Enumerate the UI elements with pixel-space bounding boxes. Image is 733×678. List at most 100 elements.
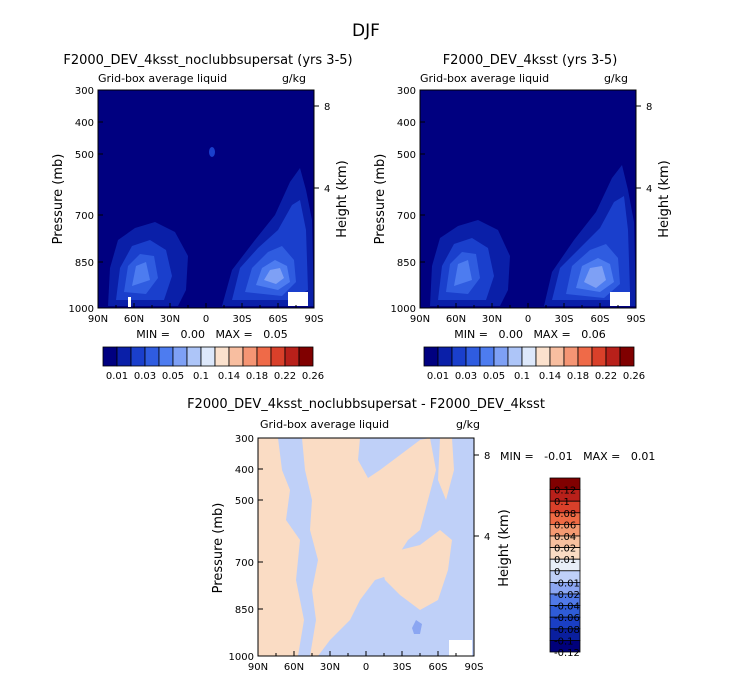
y-tick-label: 400 bbox=[75, 118, 94, 129]
panel-3-y2label: Height (km) bbox=[497, 509, 512, 586]
panel-1-x-ticks: 90N 60N 30N 0 30S 60S 90S bbox=[88, 303, 324, 325]
colorbar-swatch bbox=[186, 346, 202, 367]
colorbar-swatch bbox=[144, 346, 160, 367]
x-tick-label: 60N bbox=[284, 662, 304, 673]
y-tick-label: 400 bbox=[397, 118, 416, 129]
y-tick-label: 850 bbox=[235, 605, 254, 616]
colorbar-label: -0.12 bbox=[554, 648, 580, 659]
colorbar-label: 0.01 bbox=[427, 371, 449, 382]
x-tick-label: 30S bbox=[232, 314, 251, 325]
panel-3-stats: MIN = -0.01 MAX = 0.01 bbox=[500, 450, 655, 463]
panel-3-subtitle-right: g/kg bbox=[456, 418, 480, 431]
colorbar-label: -0.01 bbox=[554, 578, 580, 589]
x-tick-label: 60N bbox=[446, 314, 466, 325]
colorbar-swatch bbox=[535, 346, 551, 367]
y-tick-label: 1000 bbox=[69, 304, 94, 315]
y-tick-label: 500 bbox=[75, 150, 94, 161]
panel-1-y2-ticks: 84 bbox=[314, 102, 330, 195]
x-tick-label: 0 bbox=[363, 662, 369, 673]
panel-2-title: F2000_DEV_4ksst (yrs 3-5) bbox=[443, 53, 618, 68]
x-tick-label: 30N bbox=[160, 314, 180, 325]
panel-1-y2label: Height (km) bbox=[335, 160, 350, 237]
colorbar-swatch bbox=[116, 346, 132, 367]
colorbar-label: -0.08 bbox=[554, 625, 580, 636]
panel-3-y2-ticks: 84 bbox=[474, 451, 490, 543]
x-tick-label: 0 bbox=[525, 314, 531, 325]
panel-2-contour-south-5 bbox=[584, 266, 606, 288]
y-tick-label: 700 bbox=[397, 211, 416, 222]
x-tick-label: 90N bbox=[88, 314, 108, 325]
y-tick-label: 850 bbox=[397, 258, 416, 269]
panel-2-subtitle-right: g/kg bbox=[604, 72, 628, 85]
colorbar-swatch bbox=[507, 346, 523, 367]
colorbar-label: -0.1 bbox=[554, 636, 574, 647]
colorbar-label: 0.01 bbox=[106, 371, 128, 382]
colorbar-label: 0.05 bbox=[162, 371, 184, 382]
y-tick-label: 300 bbox=[75, 86, 94, 97]
colorbar-swatch bbox=[437, 346, 453, 367]
colorbar-swatch bbox=[242, 346, 258, 367]
x-tick-label: 90N bbox=[248, 662, 268, 673]
colorbar-swatch bbox=[619, 346, 635, 367]
panel-2-missing-data bbox=[610, 292, 630, 306]
panel-2-contour-north-4 bbox=[454, 260, 472, 286]
panel-1-subtitle-left: Grid-box average liquid bbox=[98, 72, 227, 85]
panel-1-y-ticks: 300 400 500 700 850 1000 bbox=[69, 86, 103, 315]
colorbar-swatch bbox=[451, 346, 467, 367]
colorbar-label: -0.04 bbox=[554, 602, 580, 613]
colorbar-swatch bbox=[102, 346, 118, 367]
colorbar-label: 0 bbox=[554, 567, 560, 578]
colorbar-swatch bbox=[270, 346, 286, 367]
y-tick-label: 400 bbox=[235, 465, 254, 476]
panel-2-colorbar: 0.01 0.03 0.05 0.1 0.14 0.18 0.22 0.26 bbox=[423, 346, 645, 382]
colorbar-swatch bbox=[200, 346, 216, 367]
x-tick-label: 30N bbox=[320, 662, 340, 673]
panel-3-x-ticks: 90N 60N 30N 0 30S 60S 90S bbox=[248, 651, 484, 673]
x-tick-label: 90S bbox=[304, 314, 323, 325]
colorbar-swatch bbox=[591, 346, 607, 367]
panel-1-contour-spot bbox=[209, 147, 215, 157]
x-tick-label: 90S bbox=[464, 662, 483, 673]
season-title: DJF bbox=[352, 21, 380, 41]
panel-1-stats: MIN = 0.00 MAX = 0.05 bbox=[136, 328, 287, 341]
panel-3-plot-area bbox=[257, 437, 475, 657]
colorbar-swatch bbox=[158, 346, 174, 367]
colorbar-label: 0.03 bbox=[455, 371, 477, 382]
panel-1-white-strip bbox=[128, 297, 131, 307]
colorbar-label: 0.18 bbox=[246, 371, 268, 382]
panel-1-missing-data bbox=[288, 292, 308, 306]
colorbar-swatch bbox=[605, 346, 621, 367]
colorbar-swatch bbox=[130, 346, 146, 367]
colorbar-label: 0.14 bbox=[218, 371, 240, 382]
colorbar-label: 0.22 bbox=[274, 371, 296, 382]
colorbar-label: -0.02 bbox=[554, 590, 580, 601]
panel-2-axes: Pressure (mb) Height (km) 300 400 500 700 85… bbox=[373, 86, 672, 325]
panel-3-positive-region-west bbox=[258, 438, 304, 656]
colorbar-label: 0.1 bbox=[193, 371, 209, 382]
panel-3-positive-region-center bbox=[302, 438, 436, 656]
panel-1: F2000_DEV_4ksst_noclubbsupersat (yrs 3-5… bbox=[51, 53, 353, 382]
panel-1-title: F2000_DEV_4ksst_noclubbsupersat (yrs 3-5… bbox=[63, 53, 352, 68]
panel-3-y-ticks: 300 400 500 700 850 1000 bbox=[229, 434, 263, 663]
y-tick-label: 1000 bbox=[391, 304, 416, 315]
panel-2-stats: MIN = 0.00 MAX = 0.06 bbox=[454, 328, 605, 341]
panel-2: F2000_DEV_4ksst (yrs 3-5) Grid-box avera… bbox=[373, 53, 672, 382]
panel-3-ylabel: Pressure (mb) bbox=[211, 503, 226, 594]
panel-3-colorbar: 0.120.10.080.060.040.020.010-0.01-0.02-0… bbox=[549, 477, 581, 659]
colorbar-label: 0.02 bbox=[554, 544, 576, 555]
y2-tick-label: 8 bbox=[324, 102, 330, 113]
colorbar-swatch bbox=[521, 346, 537, 367]
colorbar-swatch bbox=[228, 346, 244, 367]
colorbar-label: 0.06 bbox=[554, 520, 576, 531]
colorbar-swatch bbox=[465, 346, 481, 367]
colorbar-swatch bbox=[479, 346, 495, 367]
panel-1-axes: Pressure (mb) Height (km) 300 400 500 700 85… bbox=[51, 86, 350, 325]
colorbar-label: 0.26 bbox=[623, 371, 645, 382]
colorbar-label: 0.22 bbox=[595, 371, 617, 382]
colorbar-label: 0.03 bbox=[134, 371, 156, 382]
panel-2-y2label: Height (km) bbox=[657, 160, 672, 237]
colorbar-swatch bbox=[298, 346, 314, 367]
y2-tick-label: 8 bbox=[484, 451, 490, 462]
panel-1-plot-area bbox=[97, 89, 315, 309]
